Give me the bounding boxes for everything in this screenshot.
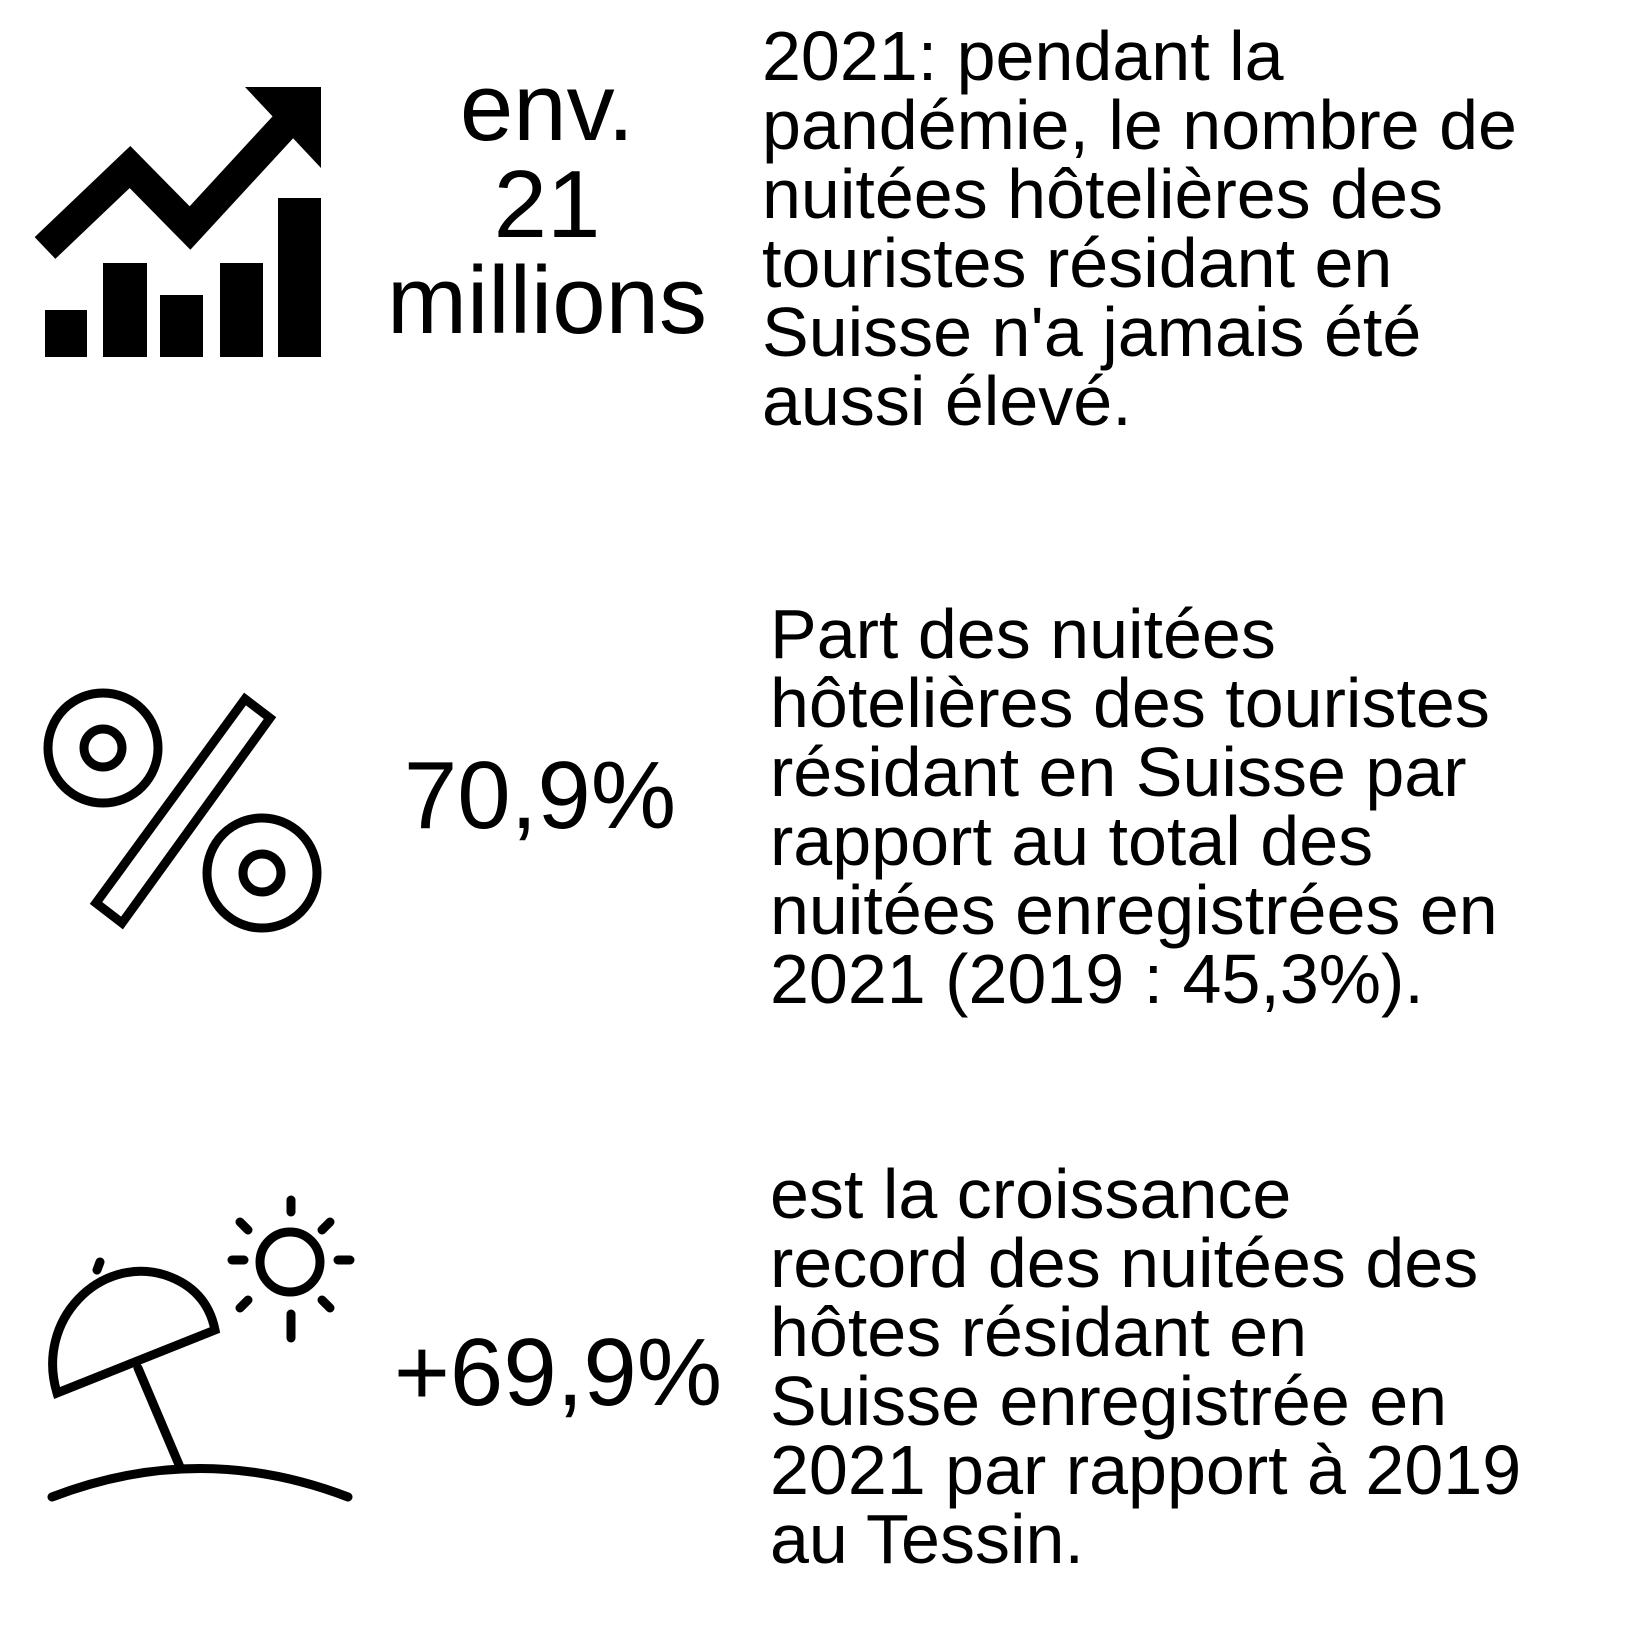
description-line: au Tessin. <box>770 1500 1084 1578</box>
description-line: Suisse enregistrée en <box>770 1362 1447 1440</box>
stat-value: 21 <box>494 151 601 258</box>
description-line: aussi élevé. <box>762 362 1132 440</box>
description-line: résidant en Suisse par <box>770 733 1467 811</box>
description-line: hôtes résidant en <box>770 1293 1307 1371</box>
description-line: Suisse n'a jamais été <box>762 293 1421 371</box>
description-line: pandémie, le nombre de <box>762 86 1517 164</box>
description-line: Part des nuitées <box>770 595 1276 673</box>
stat-value: +69,9% <box>394 1319 722 1426</box>
growth-icon <box>34 87 321 357</box>
stat-value: env. <box>460 54 634 161</box>
beach-icon <box>47 1195 355 1502</box>
description-line: 2021: pendant la <box>762 17 1284 95</box>
percent-icon <box>43 688 322 933</box>
description-line: est la croissance <box>770 1155 1291 1233</box>
description-line: nuitées hôtelières des <box>762 155 1443 233</box>
description-line: 2021 par rapport à 2019 <box>770 1431 1521 1509</box>
description-line: hôtelières des touristes <box>770 664 1490 742</box>
stat-value: millions <box>387 247 707 354</box>
description-line: rapport au total des <box>770 802 1373 880</box>
description-line: nuitées enregistrées en <box>770 871 1498 949</box>
stat-value: 70,9% <box>404 742 676 849</box>
description-line: touristes résidant en <box>762 224 1392 302</box>
description-line: 2021 (2019 : 45,3%). <box>770 940 1424 1018</box>
description-line: record des nuitées des <box>770 1224 1478 1302</box>
